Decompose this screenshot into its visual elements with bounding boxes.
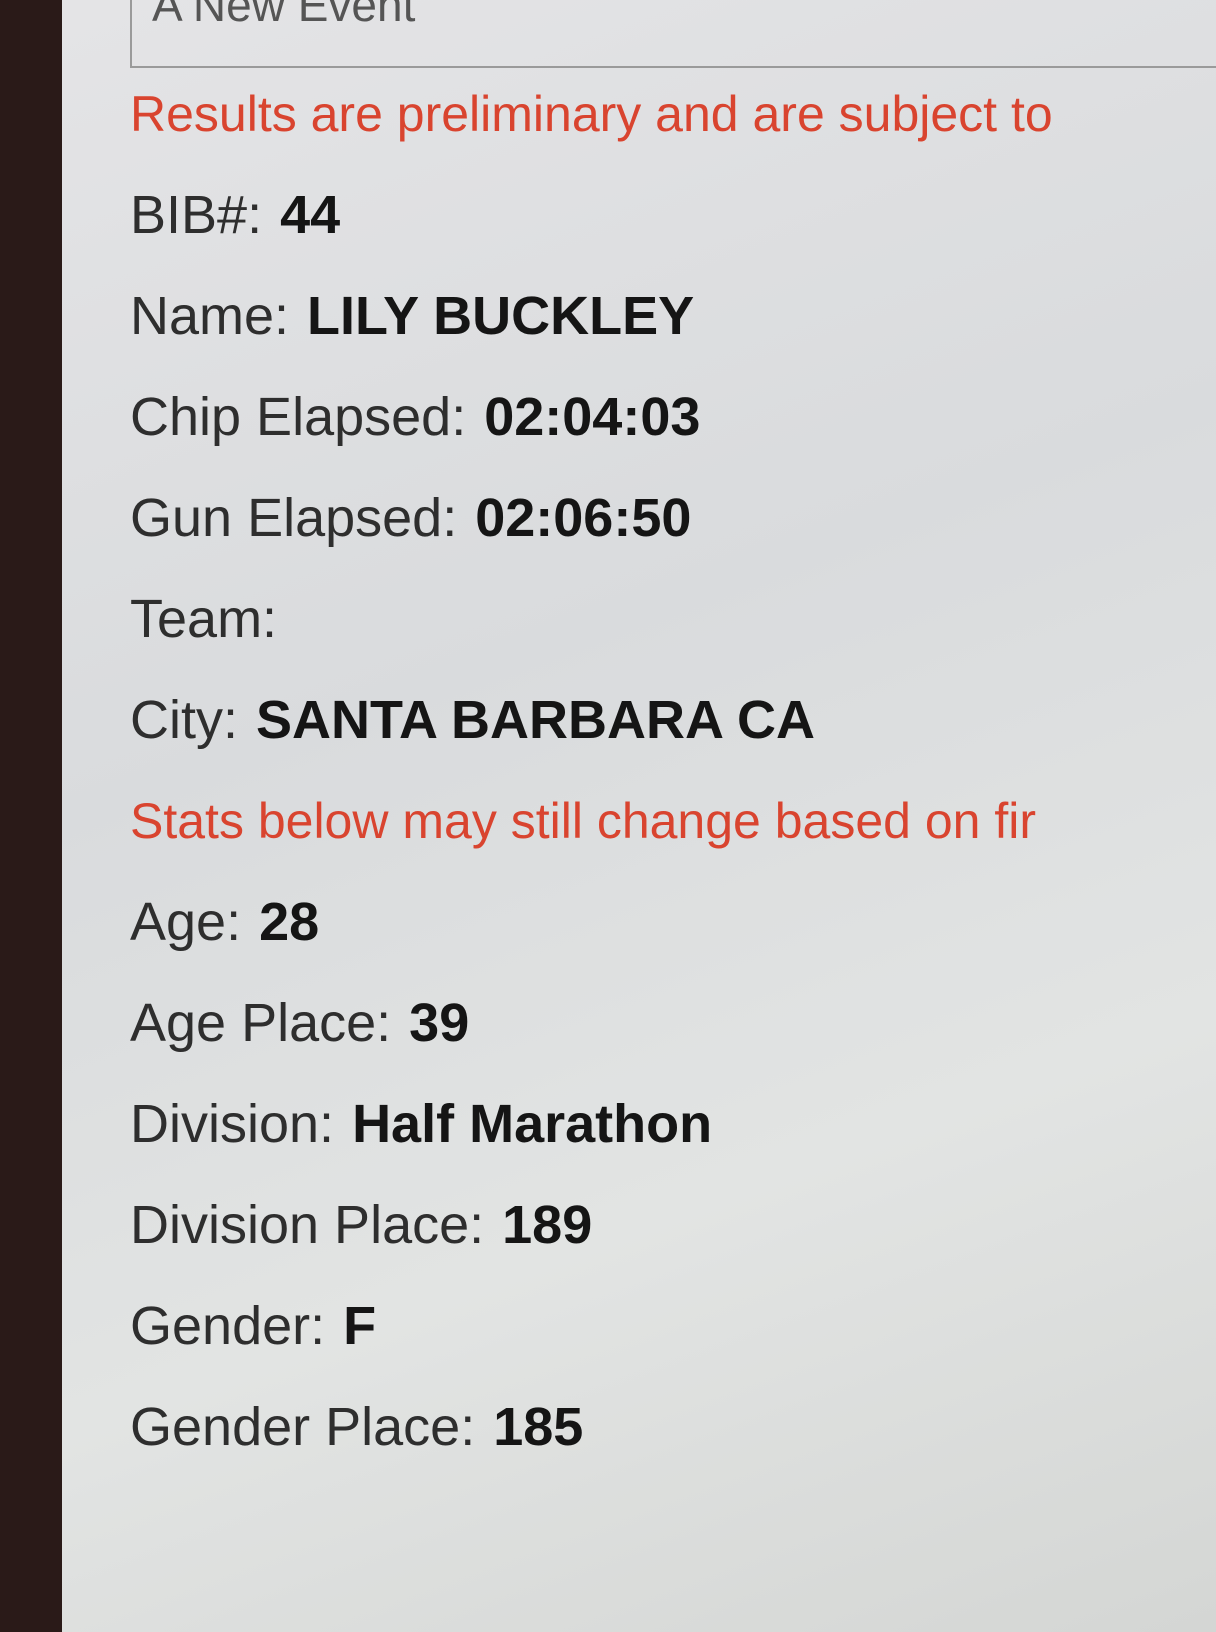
field-row: Division: Half Marathon <box>130 1074 1216 1175</box>
field-value: 189 <box>502 1195 593 1255</box>
field-label: Division Place: <box>130 1195 485 1255</box>
field-label: Chip Elapsed: <box>130 387 467 447</box>
field-label: Age: <box>130 892 242 952</box>
field-value: 44 <box>280 185 341 245</box>
field-value: 02:04:03 <box>484 387 701 447</box>
screen: A New Event Results are preliminary and … <box>62 0 1216 1632</box>
field-label: Division: <box>130 1094 335 1154</box>
field-row: Gender: F <box>130 1276 1216 1377</box>
event-title: A New Event <box>152 0 416 31</box>
field-label: Team: <box>130 589 278 649</box>
field-row: Gun Elapsed: 02:06:50 <box>130 468 1216 569</box>
field-row: Gender Place: 185 <box>130 1377 1216 1478</box>
field-row: Team: <box>130 569 1216 670</box>
field-label: City: <box>130 690 238 750</box>
field-value: LILY BUCKLEY <box>307 286 695 346</box>
field-row: City: SANTA BARBARA CA <box>130 670 1216 771</box>
field-label: Gender: <box>130 1296 326 1356</box>
field-value: 185 <box>493 1397 584 1457</box>
field-row: Name: LILY BUCKLEY <box>130 266 1216 367</box>
field-value: SANTA BARBARA CA <box>256 690 815 750</box>
notice: Stats below may still change based on fi… <box>130 793 1037 849</box>
field-value: 02:06:50 <box>475 488 692 548</box>
field-value: F <box>343 1296 377 1356</box>
field-value: Half Marathon <box>352 1094 713 1154</box>
field-row: Age: 28 <box>130 872 1216 973</box>
result-list: Results are preliminary and are subject … <box>130 64 1216 1478</box>
field-label: Age Place: <box>130 993 392 1053</box>
notice: Results are preliminary and are subject … <box>130 86 1053 142</box>
field-label: BIB#: <box>130 185 263 245</box>
field-row: Division Place: 189 <box>130 1175 1216 1276</box>
field-row: BIB#: 44 <box>130 165 1216 266</box>
field-label: Name: <box>130 286 290 346</box>
field-label: Gun Elapsed: <box>130 488 458 548</box>
field-value: 28 <box>259 892 320 952</box>
field-row: Age Place: 39 <box>130 973 1216 1074</box>
field-value: 39 <box>409 993 470 1053</box>
event-header: A New Event <box>130 0 1216 68</box>
field-label: Gender Place: <box>130 1397 476 1457</box>
field-row: Chip Elapsed: 02:04:03 <box>130 367 1216 468</box>
